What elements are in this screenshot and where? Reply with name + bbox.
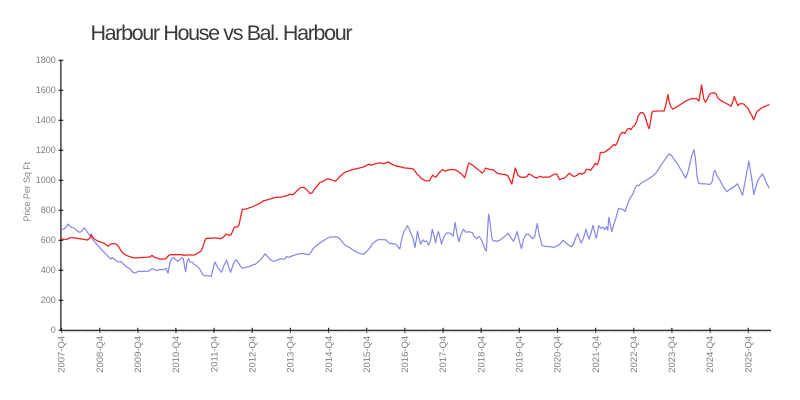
- svg-text:600: 600: [41, 235, 56, 245]
- svg-text:Harbour House vs Bal. Harbour: Harbour House vs Bal. Harbour: [91, 21, 353, 45]
- svg-text:2007-Q4: 2007-Q4: [57, 336, 68, 373]
- svg-text:2019-Q4: 2019-Q4: [515, 336, 526, 373]
- svg-text:2013-Q4: 2013-Q4: [286, 336, 297, 373]
- svg-text:200: 200: [41, 295, 56, 305]
- svg-text:2016-Q4: 2016-Q4: [400, 336, 411, 373]
- svg-text:2017-Q4: 2017-Q4: [438, 336, 449, 373]
- svg-text:1600: 1600: [36, 85, 56, 95]
- svg-text:2020-Q4: 2020-Q4: [553, 336, 564, 373]
- svg-text:2018-Q4: 2018-Q4: [476, 336, 487, 373]
- svg-text:400: 400: [41, 265, 56, 275]
- svg-text:1200: 1200: [36, 145, 56, 155]
- svg-text:2021-Q4: 2021-Q4: [591, 336, 602, 373]
- svg-text:2010-Q4: 2010-Q4: [171, 336, 182, 373]
- svg-text:1400: 1400: [36, 115, 56, 125]
- svg-text:2022-Q4: 2022-Q4: [629, 336, 640, 373]
- svg-text:Price Per Sq Ft: Price Per Sq Ft: [22, 161, 32, 221]
- svg-text:2025-Q4: 2025-Q4: [743, 336, 754, 373]
- svg-text:2023-Q4: 2023-Q4: [667, 336, 678, 373]
- svg-text:2012-Q4: 2012-Q4: [247, 336, 258, 373]
- svg-text:2008-Q4: 2008-Q4: [95, 336, 106, 373]
- svg-text:800: 800: [41, 205, 56, 215]
- svg-text:0: 0: [51, 325, 56, 335]
- svg-text:1800: 1800: [36, 55, 56, 65]
- svg-text:2015-Q4: 2015-Q4: [362, 336, 373, 373]
- svg-text:2014-Q4: 2014-Q4: [324, 336, 335, 373]
- svg-text:1000: 1000: [36, 175, 56, 185]
- svg-text:2011-Q4: 2011-Q4: [209, 336, 220, 372]
- svg-text:2024-Q4: 2024-Q4: [705, 336, 716, 373]
- svg-text:2009-Q4: 2009-Q4: [133, 336, 144, 373]
